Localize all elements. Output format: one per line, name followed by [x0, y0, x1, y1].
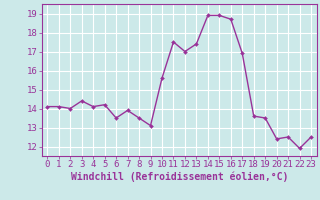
X-axis label: Windchill (Refroidissement éolien,°C): Windchill (Refroidissement éolien,°C): [70, 172, 288, 182]
